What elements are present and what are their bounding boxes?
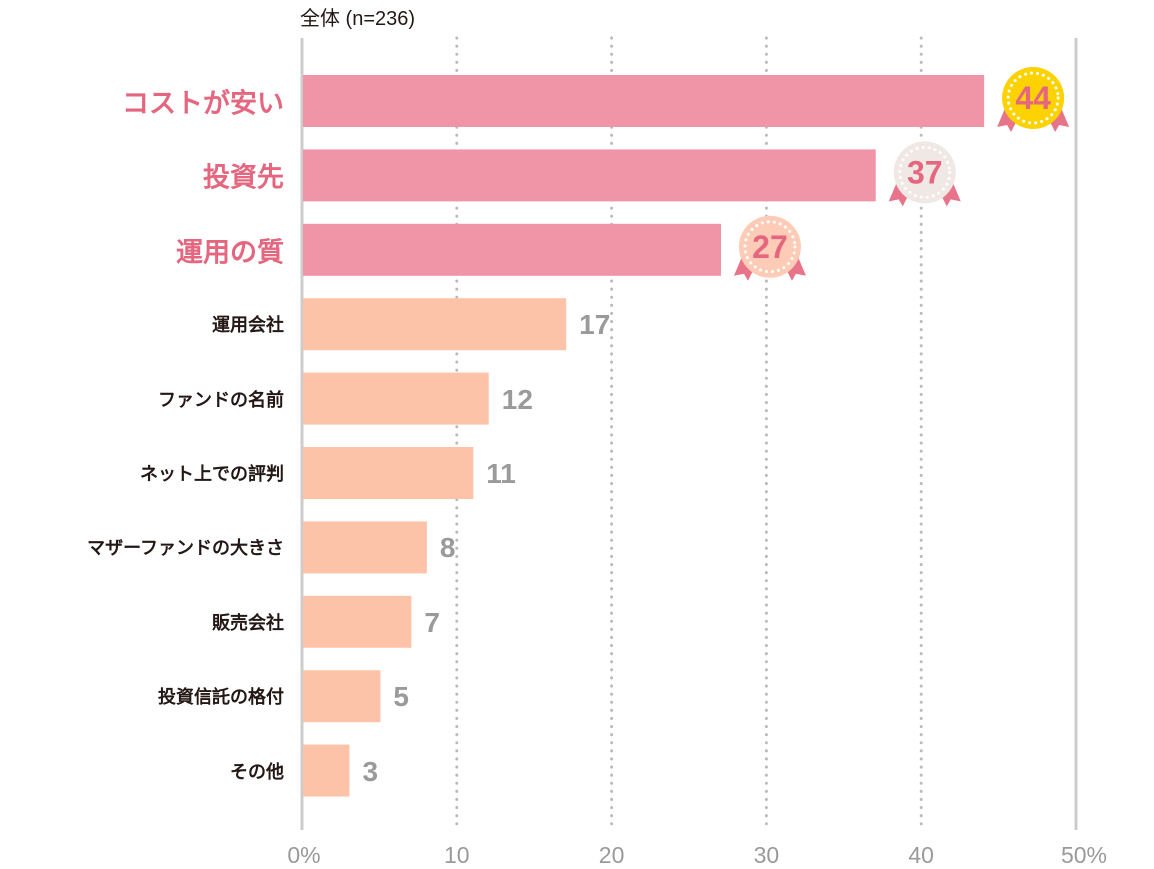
category-label: コストが安い xyxy=(122,88,284,120)
bar xyxy=(303,447,474,499)
tick-label: 40 xyxy=(908,842,934,868)
value-label: 3 xyxy=(362,755,379,787)
tick-label: 10 xyxy=(444,842,470,868)
value-label: 12 xyxy=(501,383,533,415)
category-label: 運用会社 xyxy=(212,315,284,337)
tick-label: 0% xyxy=(287,842,321,868)
value-label: 37 xyxy=(907,154,943,190)
rank-badge: 27 xyxy=(733,215,806,281)
badge-dotted-ring xyxy=(1006,71,1060,125)
category-label: マザーファンドの大きさ xyxy=(87,538,284,560)
rank-badges: 44 37 27 xyxy=(733,67,1070,281)
bar xyxy=(303,372,489,425)
bar xyxy=(303,670,381,723)
rank-badge: 44 xyxy=(997,67,1070,132)
bar xyxy=(303,75,985,127)
category-label: 運用の質 xyxy=(176,237,284,269)
badge-dotted-ring xyxy=(898,145,952,199)
bars xyxy=(303,75,985,797)
value-label: 8 xyxy=(439,532,456,564)
badge-dotted-ring xyxy=(743,220,797,274)
value-label: 17 xyxy=(579,309,611,341)
category-label: ファンドの名前 xyxy=(158,389,284,411)
bar xyxy=(303,521,427,574)
value-label: 11 xyxy=(486,458,516,489)
value-label: 7 xyxy=(424,606,440,638)
tick-label: 30 xyxy=(753,842,780,868)
bar xyxy=(303,744,350,797)
category-label: ネット上での評判 xyxy=(140,464,284,485)
chart-subtitle: 全体 (n=236) xyxy=(300,8,416,30)
bar xyxy=(303,149,876,202)
tick-label: 20 xyxy=(598,842,625,868)
rank-badge: 37 xyxy=(888,141,961,207)
category-label: 販売会社 xyxy=(212,612,284,634)
bar xyxy=(303,223,721,276)
bar xyxy=(303,298,567,351)
bar xyxy=(303,595,412,648)
tick-label: 50% xyxy=(1060,842,1108,868)
value-label: 27 xyxy=(752,229,788,265)
category-label: 投資信託の格付 xyxy=(158,687,284,709)
value-label: 44 xyxy=(1015,80,1051,116)
category-label: 投資先 xyxy=(203,162,284,194)
badge-circle xyxy=(893,141,956,204)
grid-lines xyxy=(300,36,1078,832)
value-label: 5 xyxy=(393,681,409,713)
badge-circle xyxy=(738,215,801,278)
category-label: その他 xyxy=(230,761,284,783)
badge-circle xyxy=(1002,67,1065,129)
